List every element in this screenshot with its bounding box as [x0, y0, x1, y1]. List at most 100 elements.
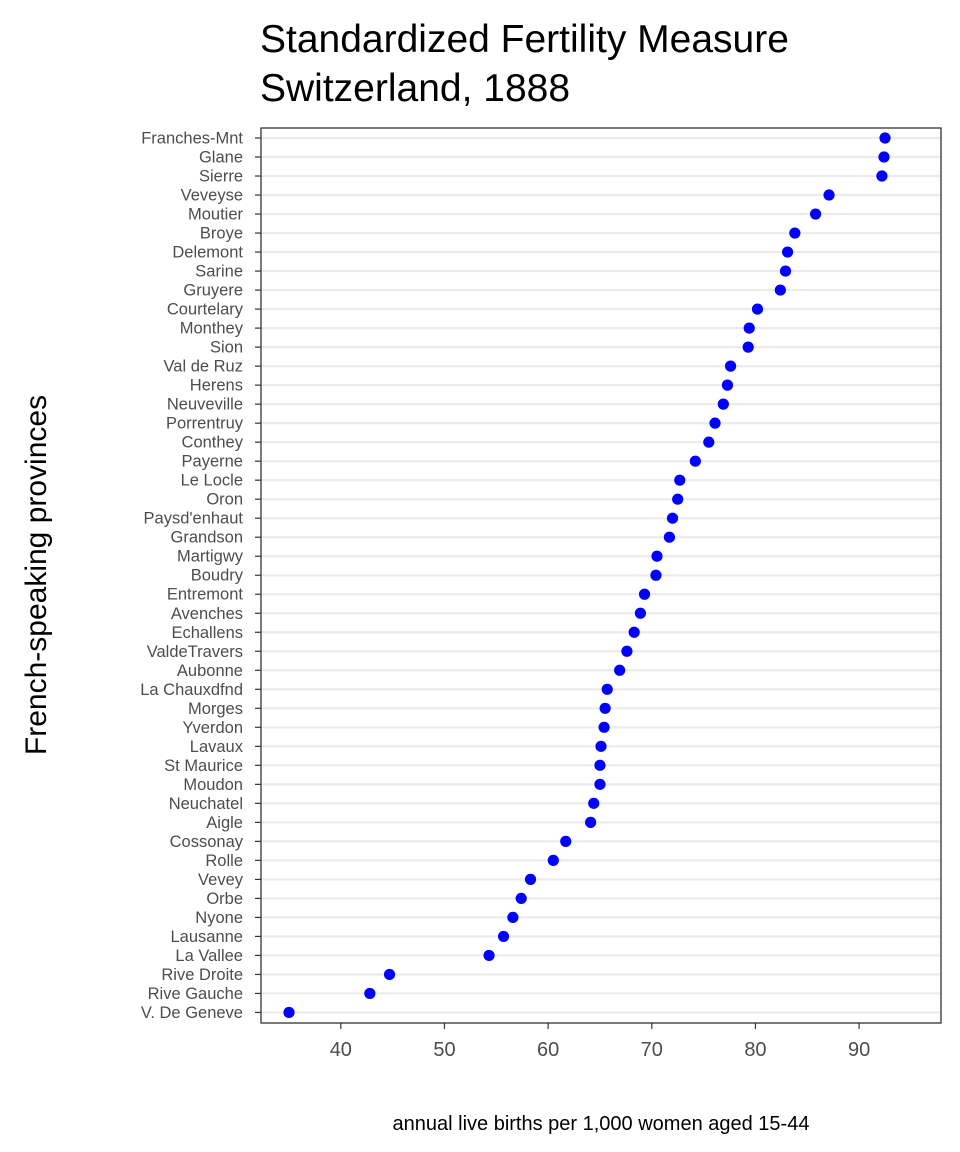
data-point [789, 227, 801, 239]
y-tick-label: Moutier [188, 206, 244, 224]
y-tick-label: Veveyse [181, 187, 243, 205]
data-point [560, 835, 572, 847]
x-tick-label: 80 [744, 1039, 766, 1061]
data-point [599, 702, 611, 714]
data-point [879, 132, 891, 144]
data-point [742, 341, 754, 353]
y-tick-label: Le Locle [181, 472, 243, 490]
y-tick-label: ValdeTravers [147, 643, 243, 661]
data-point [585, 816, 597, 828]
y-tick-label: Rive Droite [161, 966, 243, 984]
data-point [547, 854, 559, 866]
y-axis-title: French-speaking provinces [20, 395, 53, 755]
y-tick-label: Courtelary [167, 301, 244, 319]
x-tick-label: 50 [433, 1039, 455, 1061]
y-tick-label: Moudon [183, 776, 243, 794]
y-tick-label: Franches-Mnt [141, 130, 243, 148]
y-tick-label: Conthey [182, 434, 244, 452]
data-point [703, 436, 715, 448]
y-tick-label: Entremont [167, 586, 244, 604]
data-point [651, 550, 663, 562]
data-point [594, 778, 606, 790]
x-axis-title: annual live births per 1,000 women aged … [393, 1113, 810, 1135]
data-point [774, 284, 786, 296]
y-tick-label: Lavaux [190, 738, 244, 756]
y-tick-label: Yverdon [182, 719, 243, 737]
data-point [628, 626, 640, 638]
gridlines [261, 136, 941, 1014]
data-point [672, 493, 684, 505]
data-point [638, 588, 651, 600]
y-tick-label: Val de Ruz [164, 358, 244, 376]
y-tick-label: Porrentruy [166, 415, 244, 433]
data-point [515, 892, 527, 905]
data-point [666, 512, 679, 524]
data-point [598, 721, 610, 733]
y-tick-label: Boudry [191, 567, 244, 585]
y-tick-label: Aubonne [177, 662, 243, 680]
data-point [650, 569, 662, 581]
data-point [751, 303, 764, 315]
data-point [588, 797, 600, 809]
y-tick-label: Vevey [198, 871, 244, 889]
x-tick-label: 60 [537, 1039, 559, 1061]
data-point [524, 873, 537, 885]
y-tick-label: Martigwy [177, 548, 244, 566]
x-tick-label: 70 [641, 1039, 663, 1061]
chart-title-line-1: Standardized Fertility Measure [260, 18, 789, 61]
data-point [878, 151, 890, 163]
data-point [507, 911, 519, 924]
data-point [663, 531, 676, 543]
y-tick-label: Avenches [171, 605, 243, 623]
data-point [595, 740, 607, 752]
chart-title-line-2: Switzerland, 1888 [260, 67, 570, 110]
x-tick-label: 40 [330, 1039, 352, 1061]
y-tick-label: Oron [206, 491, 243, 509]
y-tick-label: V. De Geneve [141, 1004, 243, 1022]
y-tick-label: Neuveville [167, 396, 243, 414]
data-point [779, 265, 792, 277]
y-tick-label: Grandson [171, 529, 243, 547]
y-tick-label: Payerne [182, 453, 243, 471]
y-tick-labels: Franches-MntGlaneSierreVeveyseMoutierBro… [140, 130, 261, 1022]
data-point [621, 645, 633, 657]
x-tick-label: 90 [848, 1039, 870, 1061]
data-point [483, 949, 495, 962]
data-point [614, 664, 626, 676]
y-tick-label: Gruyere [183, 282, 243, 300]
data-point [781, 246, 794, 258]
data-point [634, 607, 646, 619]
y-tick-label: Broye [200, 225, 243, 243]
data-point [364, 987, 376, 1000]
data-point [383, 968, 396, 981]
data-point [743, 322, 755, 334]
y-tick-label: La Vallee [175, 947, 243, 965]
data-point [497, 930, 510, 943]
y-tick-label: Cossonay [170, 833, 244, 851]
y-tick-label: Monthey [180, 320, 244, 338]
y-tick-label: St Maurice [164, 757, 243, 775]
data-point [674, 474, 686, 486]
y-tick-label: Sierre [199, 168, 243, 186]
y-tick-label: Morges [188, 700, 243, 718]
data-point [717, 398, 729, 410]
data-point [721, 379, 734, 391]
y-tick-label: Aigle [206, 814, 243, 832]
y-tick-label: Herens [190, 377, 243, 395]
y-tick-label: Echallens [171, 624, 243, 642]
data-points [283, 132, 891, 1019]
data-point [689, 455, 701, 467]
y-tick-label: Rive Gauche [148, 985, 243, 1003]
data-point [823, 189, 835, 201]
y-tick-label: Glane [199, 149, 243, 167]
data-point [601, 683, 613, 695]
data-point [283, 1006, 295, 1019]
y-tick-label: Lausanne [171, 928, 244, 946]
y-tick-label: La Chauxdfnd [140, 681, 243, 699]
y-tick-label: Paysd'enhaut [144, 510, 244, 528]
data-point [724, 360, 737, 372]
y-tick-label: Sion [210, 339, 243, 357]
y-tick-label: Rolle [205, 852, 243, 870]
y-tick-label: Nyone [195, 909, 243, 927]
